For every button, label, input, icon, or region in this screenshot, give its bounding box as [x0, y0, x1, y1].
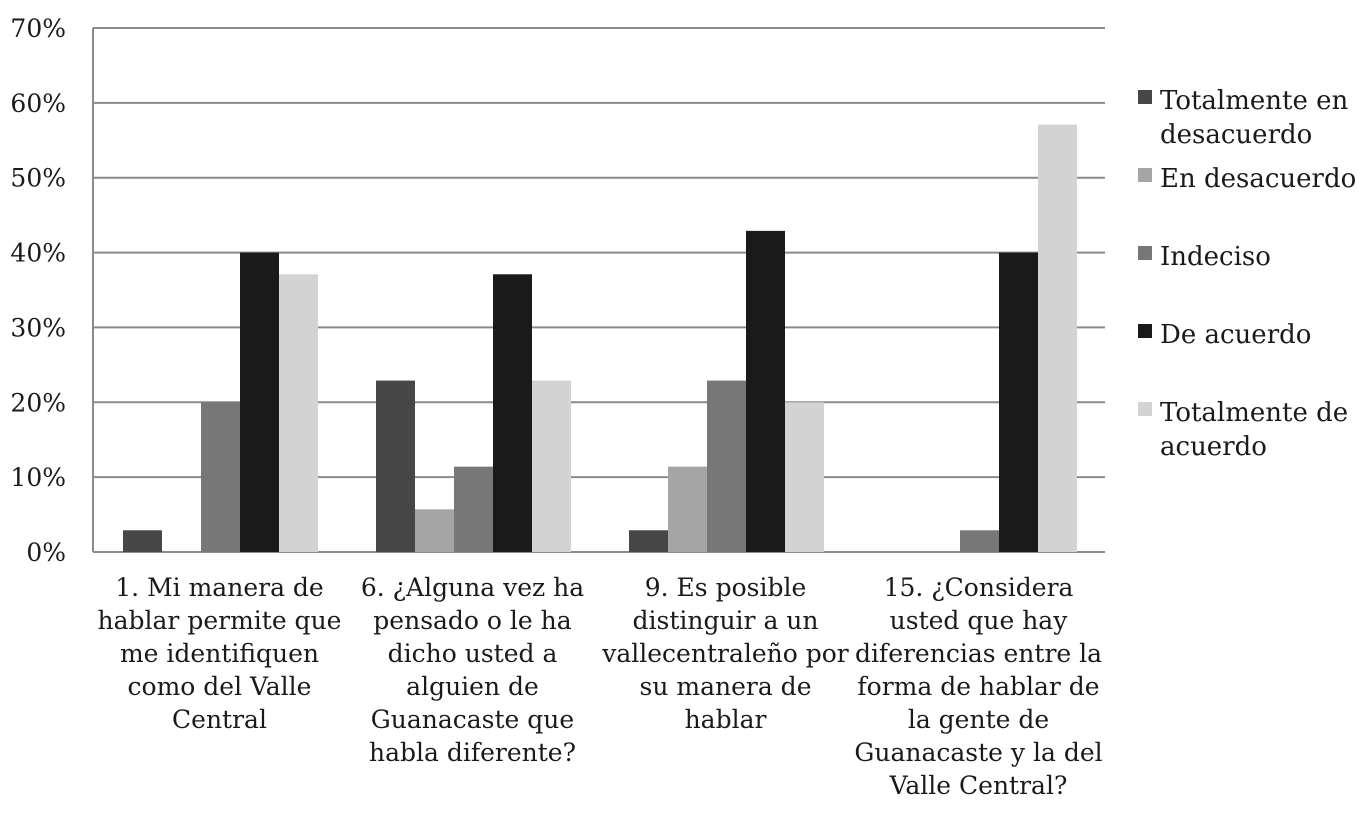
y-tick-label: 0% [26, 538, 66, 567]
bar [240, 252, 279, 553]
legend: Totalmente en desacuerdo En desacuerdo Inde… [1138, 86, 1356, 462]
y-tick-label: 40% [10, 239, 66, 268]
bar [532, 380, 571, 552]
bar [376, 380, 415, 552]
bar [668, 466, 707, 552]
bars [123, 124, 1077, 553]
x-axis-labels: 1. Mi manera de hablar permite que me iden… [98, 573, 1103, 800]
legend-swatch [1138, 168, 1152, 182]
x-category-label: 15. ¿Considera usted que hay diferencias e… [854, 573, 1102, 800]
x-category-label: 9. Es posible distinguir a un vallecentral… [601, 573, 849, 734]
bar [746, 230, 785, 552]
y-tick-label: 30% [10, 313, 66, 342]
bar [707, 380, 746, 552]
legend-label: En desacuerdo [1160, 164, 1356, 194]
y-tick-label: 60% [10, 89, 66, 118]
legend-swatch [1138, 402, 1152, 416]
x-category-label: 1. Mi manera de hablar permite que me iden… [98, 573, 342, 734]
legend-label: Totalmente en desacuerdo [1160, 86, 1349, 150]
bar [999, 252, 1038, 553]
bar [493, 274, 532, 552]
bar [1038, 124, 1077, 553]
y-tick-label: 10% [10, 463, 66, 492]
legend-label: De acuerdo [1160, 320, 1311, 350]
bar [201, 402, 240, 552]
y-tick-label: 20% [10, 388, 66, 417]
bar [960, 530, 999, 552]
y-axis-ticks: 0% 10% 20% 30% 40% 50% 60% 70% [10, 14, 66, 567]
bar [123, 530, 162, 552]
bar [785, 402, 824, 552]
y-tick-label: 70% [10, 14, 66, 43]
legend-swatch [1138, 246, 1152, 260]
bar [415, 509, 454, 552]
legend-label: Indeciso [1160, 242, 1271, 272]
bar [629, 530, 668, 552]
y-tick-label: 50% [10, 164, 66, 193]
bar [454, 466, 493, 552]
legend-swatch [1138, 324, 1152, 338]
legend-swatch [1138, 90, 1152, 104]
bar [279, 274, 318, 552]
legend-label: Totalmente de acuerdo [1160, 398, 1348, 462]
x-category-label: 6. ¿Alguna vez ha pensado o le ha dicho us… [361, 573, 584, 767]
